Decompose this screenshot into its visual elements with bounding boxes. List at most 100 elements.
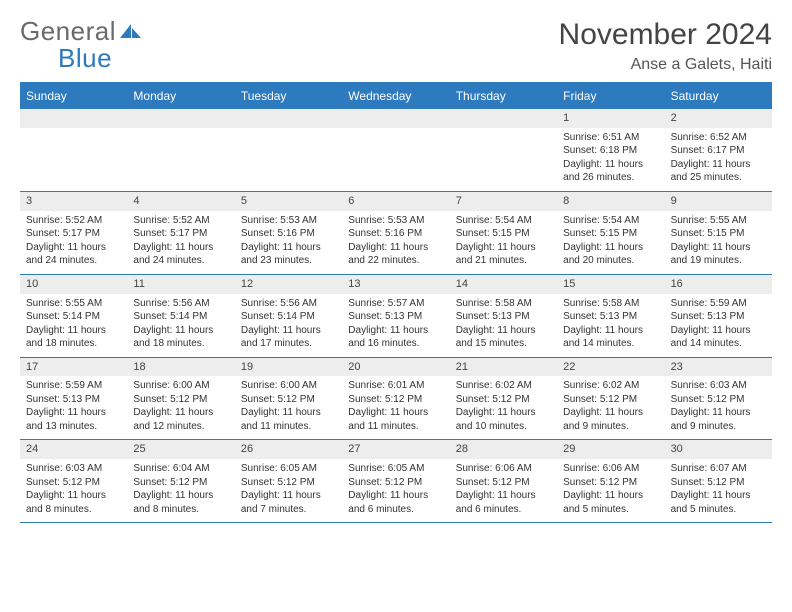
day-number: 3 xyxy=(20,192,127,211)
day-cell: 19Sunrise: 6:00 AMSunset: 5:12 PMDayligh… xyxy=(235,358,342,441)
day-header: Tuesday xyxy=(235,83,342,109)
day-number: 27 xyxy=(342,440,449,459)
day-cell: 14Sunrise: 5:58 AMSunset: 5:13 PMDayligh… xyxy=(450,275,557,358)
sunset-text: Sunset: 5:12 PM xyxy=(26,476,121,490)
day-header: Sunday xyxy=(20,83,127,109)
day-body: Sunrise: 5:53 AMSunset: 5:16 PMDaylight:… xyxy=(342,211,449,274)
sunrise-text: Sunrise: 5:54 AM xyxy=(563,214,658,228)
sunrise-text: Sunrise: 6:00 AM xyxy=(133,379,228,393)
sunrise-text: Sunrise: 5:59 AM xyxy=(26,379,121,393)
sunset-text: Sunset: 5:16 PM xyxy=(348,227,443,241)
sunset-text: Sunset: 6:18 PM xyxy=(563,144,658,158)
sunrise-text: Sunrise: 6:06 AM xyxy=(456,462,551,476)
sunset-text: Sunset: 5:13 PM xyxy=(563,310,658,324)
day-body: Sunrise: 6:07 AMSunset: 5:12 PMDaylight:… xyxy=(665,459,772,522)
daylight-text: Daylight: 11 hours and 24 minutes. xyxy=(133,241,228,268)
day-cell: 10Sunrise: 5:55 AMSunset: 5:14 PMDayligh… xyxy=(20,275,127,358)
day-number: 19 xyxy=(235,358,342,377)
day-header: Thursday xyxy=(450,83,557,109)
daylight-text: Daylight: 11 hours and 6 minutes. xyxy=(456,489,551,516)
day-cell: 25Sunrise: 6:04 AMSunset: 5:12 PMDayligh… xyxy=(127,440,234,523)
day-body: Sunrise: 6:06 AMSunset: 5:12 PMDaylight:… xyxy=(557,459,664,522)
day-number: 21 xyxy=(450,358,557,377)
day-number: 17 xyxy=(20,358,127,377)
day-body: Sunrise: 6:00 AMSunset: 5:12 PMDaylight:… xyxy=(235,376,342,439)
day-number: 5 xyxy=(235,192,342,211)
day-number: 25 xyxy=(127,440,234,459)
daylight-text: Daylight: 11 hours and 8 minutes. xyxy=(26,489,121,516)
day-header: Friday xyxy=(557,83,664,109)
sunset-text: Sunset: 5:12 PM xyxy=(348,393,443,407)
day-cell: 15Sunrise: 5:58 AMSunset: 5:13 PMDayligh… xyxy=(557,275,664,358)
sunset-text: Sunset: 5:12 PM xyxy=(671,393,766,407)
sunset-text: Sunset: 5:12 PM xyxy=(563,476,658,490)
sunrise-text: Sunrise: 6:06 AM xyxy=(563,462,658,476)
daylight-text: Daylight: 11 hours and 20 minutes. xyxy=(563,241,658,268)
sunset-text: Sunset: 5:15 PM xyxy=(671,227,766,241)
sunrise-text: Sunrise: 5:52 AM xyxy=(26,214,121,228)
day-cell: 8 Sunrise: 5:54 AMSunset: 5:15 PMDaylight… xyxy=(557,192,664,275)
sunrise-text: Sunrise: 6:01 AM xyxy=(348,379,443,393)
sunset-text: Sunset: 5:13 PM xyxy=(456,310,551,324)
daylight-text: Daylight: 11 hours and 9 minutes. xyxy=(671,406,766,433)
day-cell: 9Sunrise: 5:55 AMSunset: 5:15 PMDaylight… xyxy=(665,192,772,275)
day-body: Sunrise: 5:55 AMSunset: 5:15 PMDaylight:… xyxy=(665,211,772,274)
day-body: Sunrise: 6:06 AMSunset: 5:12 PMDaylight:… xyxy=(450,459,557,522)
day-cell: 4Sunrise: 5:52 AMSunset: 5:17 PMDaylight… xyxy=(127,192,234,275)
sunset-text: Sunset: 5:17 PM xyxy=(133,227,228,241)
day-cell: 16Sunrise: 5:59 AMSunset: 5:13 PMDayligh… xyxy=(665,275,772,358)
logo-text-1: General xyxy=(20,18,116,45)
sunset-text: Sunset: 5:13 PM xyxy=(26,393,121,407)
location: Anse a Galets, Haiti xyxy=(559,56,772,74)
empty-cell xyxy=(20,109,127,192)
sunset-text: Sunset: 5:14 PM xyxy=(241,310,336,324)
day-cell: 18Sunrise: 6:00 AMSunset: 5:12 PMDayligh… xyxy=(127,358,234,441)
day-body: Sunrise: 5:55 AMSunset: 5:14 PMDaylight:… xyxy=(20,294,127,357)
day-number: 8 xyxy=(557,192,664,211)
day-cell: 27Sunrise: 6:05 AMSunset: 5:12 PMDayligh… xyxy=(342,440,449,523)
daylight-text: Daylight: 11 hours and 8 minutes. xyxy=(133,489,228,516)
sunset-text: Sunset: 5:13 PM xyxy=(671,310,766,324)
day-cell: 21Sunrise: 6:02 AMSunset: 5:12 PMDayligh… xyxy=(450,358,557,441)
sunrise-text: Sunrise: 5:56 AM xyxy=(133,297,228,311)
day-body: Sunrise: 6:02 AMSunset: 5:12 PMDaylight:… xyxy=(450,376,557,439)
daylight-text: Daylight: 11 hours and 23 minutes. xyxy=(241,241,336,268)
day-cell: 1Sunrise: 6:51 AMSunset: 6:18 PMDaylight… xyxy=(557,109,664,192)
sunrise-text: Sunrise: 5:56 AM xyxy=(241,297,336,311)
day-body: Sunrise: 6:51 AMSunset: 6:18 PMDaylight:… xyxy=(557,128,664,191)
day-number: 18 xyxy=(127,358,234,377)
day-cell: 22Sunrise: 6:02 AMSunset: 5:12 PMDayligh… xyxy=(557,358,664,441)
day-number: 15 xyxy=(557,275,664,294)
day-number: 23 xyxy=(665,358,772,377)
day-number: 4 xyxy=(127,192,234,211)
daylight-text: Daylight: 11 hours and 9 minutes. xyxy=(563,406,658,433)
sunset-text: Sunset: 5:13 PM xyxy=(348,310,443,324)
sunrise-text: Sunrise: 6:52 AM xyxy=(671,131,766,145)
daylight-text: Daylight: 11 hours and 15 minutes. xyxy=(456,324,551,351)
day-body: Sunrise: 6:00 AMSunset: 5:12 PMDaylight:… xyxy=(127,376,234,439)
day-cell: 6Sunrise: 5:53 AMSunset: 5:16 PMDaylight… xyxy=(342,192,449,275)
sunset-text: Sunset: 5:17 PM xyxy=(26,227,121,241)
day-cell: 5Sunrise: 5:53 AMSunset: 5:16 PMDaylight… xyxy=(235,192,342,275)
day-cell: 3Sunrise: 5:52 AMSunset: 5:17 PMDaylight… xyxy=(20,192,127,275)
sunset-text: Sunset: 5:14 PM xyxy=(133,310,228,324)
day-number: 10 xyxy=(20,275,127,294)
day-number: 12 xyxy=(235,275,342,294)
day-number: 24 xyxy=(20,440,127,459)
day-number: 29 xyxy=(557,440,664,459)
day-cell: 26Sunrise: 6:05 AMSunset: 5:12 PMDayligh… xyxy=(235,440,342,523)
sunset-text: Sunset: 5:12 PM xyxy=(241,393,336,407)
sunset-text: Sunset: 5:15 PM xyxy=(456,227,551,241)
sunrise-text: Sunrise: 5:58 AM xyxy=(456,297,551,311)
day-body: Sunrise: 5:57 AMSunset: 5:13 PMDaylight:… xyxy=(342,294,449,357)
day-number: 9 xyxy=(665,192,772,211)
day-cell: 28Sunrise: 6:06 AMSunset: 5:12 PMDayligh… xyxy=(450,440,557,523)
month-title: November 2024 xyxy=(559,18,772,52)
sunset-text: Sunset: 5:12 PM xyxy=(348,476,443,490)
daylight-text: Daylight: 11 hours and 17 minutes. xyxy=(241,324,336,351)
sunrise-text: Sunrise: 6:51 AM xyxy=(563,131,658,145)
sunrise-text: Sunrise: 5:53 AM xyxy=(241,214,336,228)
daylight-text: Daylight: 11 hours and 10 minutes. xyxy=(456,406,551,433)
calendar-page: GeneralBlue November 2024 Anse a Galets,… xyxy=(0,0,792,612)
sunset-text: Sunset: 5:15 PM xyxy=(563,227,658,241)
